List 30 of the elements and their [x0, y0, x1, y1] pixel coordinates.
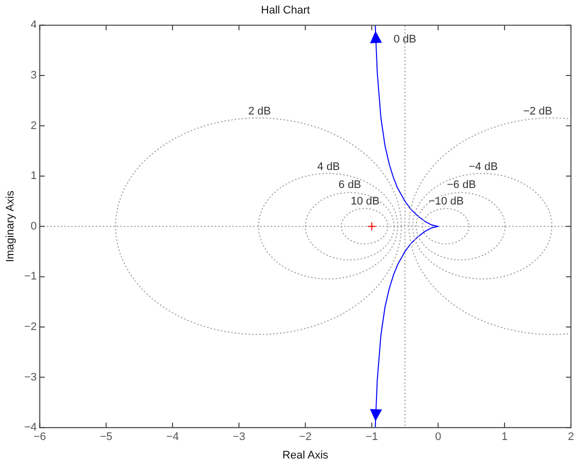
y-tick-label: 2 — [30, 120, 37, 132]
annotation: 2 dB — [248, 106, 271, 118]
x-axis-title: Real Axis — [282, 449, 329, 462]
y-tick-label: −1 — [24, 270, 37, 283]
annotation: 10 dB — [350, 195, 380, 208]
annotation: 4 dB — [317, 161, 340, 174]
annotation: −10 dB — [428, 195, 464, 208]
series-label: 0 dB — [394, 34, 416, 46]
annotation: −2 dB — [523, 106, 552, 118]
x-tick-label: 1 — [501, 431, 508, 444]
y-tick-label: −2 — [24, 321, 37, 334]
x-tick-label: −1 — [365, 431, 378, 444]
y-axis-title: Imaginary Axis — [4, 190, 17, 262]
y-tick-label: −3 — [24, 371, 37, 384]
y-tick-label: 3 — [30, 70, 37, 82]
y-tick-label: 0 — [30, 220, 37, 232]
y-tick-label: 1 — [30, 170, 37, 182]
chart-title: Hall Chart — [261, 4, 310, 17]
x-tick-label: −6 — [33, 431, 46, 444]
x-tick-label: −2 — [299, 431, 312, 444]
annotation: −6 dB — [446, 179, 476, 192]
x-tick-label: −3 — [232, 431, 246, 444]
y-tick-label: 4 — [30, 19, 37, 32]
annotation: −4 dB — [468, 161, 498, 174]
x-tick-label: −5 — [100, 431, 112, 444]
annotation: 6 dB — [338, 179, 362, 192]
x-tick-label: 0 — [435, 431, 442, 444]
x-tick-label: 2 — [568, 431, 574, 444]
y-tick-label: −4 — [24, 422, 37, 434]
x-tick-label: −4 — [166, 431, 179, 444]
